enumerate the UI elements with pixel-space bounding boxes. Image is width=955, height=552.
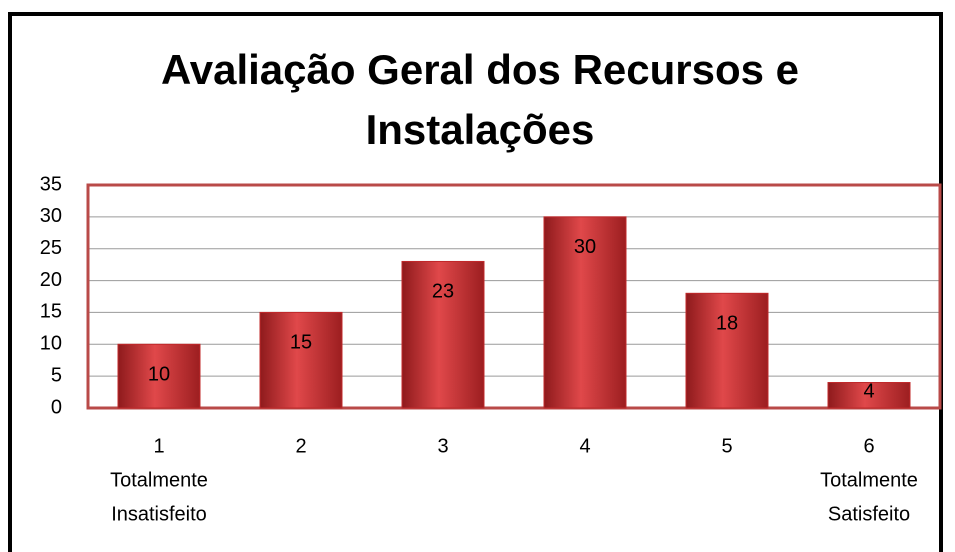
value-label: 23 <box>432 281 454 303</box>
y-tick-label: 30 <box>40 205 62 227</box>
x-tick-label: Totalmente <box>820 469 918 491</box>
bar <box>259 311 343 409</box>
plot-border <box>86 183 942 410</box>
bar <box>117 343 201 409</box>
bar <box>401 260 485 409</box>
x-tick-label: 5 <box>721 435 732 457</box>
bar <box>827 382 911 409</box>
x-tick-label: 3 <box>437 435 448 457</box>
y-tick-label: 35 <box>40 173 62 195</box>
x-tick-label: 2 <box>295 435 306 457</box>
y-tick-label: 0 <box>51 396 62 418</box>
value-label: 30 <box>574 236 596 258</box>
y-tick-label: 15 <box>40 301 62 323</box>
value-label: 15 <box>290 332 312 354</box>
x-tick-label: 1 <box>153 435 164 457</box>
bar <box>685 292 769 409</box>
value-label: 4 <box>863 380 874 402</box>
chart-title: Avaliação Geral dos Recursos e Instalaçõ… <box>160 46 800 153</box>
x-tick-label: Totalmente <box>110 469 208 491</box>
bar <box>543 216 627 409</box>
x-tick-label: Satisfeito <box>828 503 910 525</box>
value-label: 18 <box>716 313 738 335</box>
value-label: 10 <box>148 364 170 386</box>
y-tick-label: 10 <box>40 333 62 355</box>
x-tick-label: 6 <box>863 435 874 457</box>
x-tick-label: Insatisfeito <box>111 503 207 525</box>
y-tick-label: 25 <box>40 237 62 259</box>
y-tick-label: 5 <box>51 364 62 386</box>
y-tick-label: 20 <box>40 269 62 291</box>
x-tick-label: 4 <box>579 435 590 457</box>
